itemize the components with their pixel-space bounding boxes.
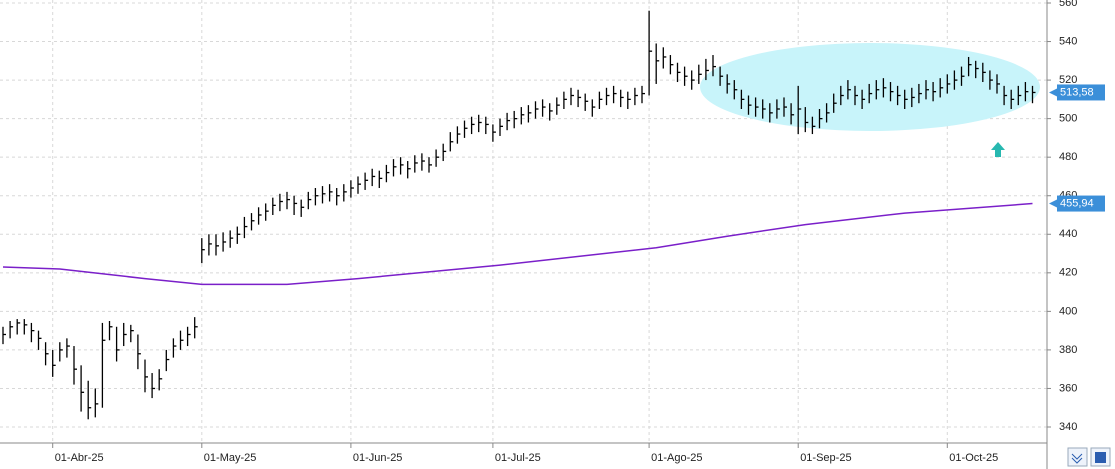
highlight-ellipse xyxy=(700,43,1040,131)
y-tick-label: 340 xyxy=(1059,421,1077,433)
x-tick-label: 01-Oct-25 xyxy=(949,452,998,464)
x-tick-label: 01-Jul-25 xyxy=(495,452,541,464)
x-tick-label: 01-Ago-25 xyxy=(651,452,702,464)
arrow-annotation xyxy=(991,142,1005,157)
y-tick-label: 400 xyxy=(1059,305,1077,317)
zoom-icon xyxy=(1071,453,1083,464)
x-tick-label: 01-Abr-25 xyxy=(55,452,104,464)
y-tick-label: 360 xyxy=(1059,382,1077,394)
last-average-label: 455,94 xyxy=(1060,197,1094,209)
x-tick-label: 01-Jun-25 xyxy=(353,452,403,464)
y-tick-label: 440 xyxy=(1059,228,1077,240)
x-tick-label: 01-May-25 xyxy=(204,452,257,464)
save-icon xyxy=(1095,452,1106,463)
x-tick-label: 01-Sep-25 xyxy=(800,452,851,464)
y-tick-label: 500 xyxy=(1059,113,1077,125)
y-tick-label: 420 xyxy=(1059,267,1077,279)
moving-average-line xyxy=(2,202,1033,286)
y-tick-label: 540 xyxy=(1059,35,1077,47)
last-price-label-pointer xyxy=(1049,88,1057,97)
last-average-label-pointer xyxy=(1049,199,1057,208)
last-average-label-box xyxy=(1057,195,1105,212)
last-price-label-box xyxy=(1057,84,1105,101)
last-price-label: 513,58 xyxy=(1060,86,1094,98)
y-tick-label: 480 xyxy=(1059,151,1077,163)
y-tick-label: 380 xyxy=(1059,344,1077,356)
y-tick-label: 520 xyxy=(1059,74,1077,86)
zoom-button[interactable] xyxy=(1067,447,1088,467)
y-tick-label: 560 xyxy=(1059,0,1077,9)
